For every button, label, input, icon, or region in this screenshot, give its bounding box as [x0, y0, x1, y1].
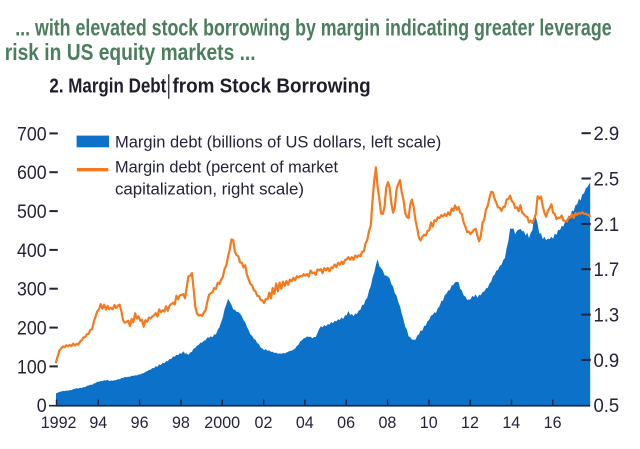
svg-text:14: 14 [502, 413, 520, 432]
svg-text:16: 16 [544, 413, 562, 432]
svg-text:2.5: 2.5 [594, 168, 620, 190]
svg-text:... with elevated stock borrow: ... with elevated stock borrowing by mar… [15, 15, 611, 41]
svg-text:0: 0 [37, 395, 47, 417]
svg-text:500: 500 [17, 201, 47, 223]
svg-text:700: 700 [17, 123, 47, 145]
svg-text:600: 600 [17, 162, 47, 184]
svg-text:02: 02 [255, 413, 273, 432]
svg-text:06: 06 [337, 413, 355, 432]
svg-text:0.9: 0.9 [594, 350, 620, 372]
svg-text:2000: 2000 [204, 413, 240, 432]
svg-text:100: 100 [17, 356, 47, 378]
svg-text:Margin debt (percent of market: Margin debt (percent of market [115, 159, 338, 177]
svg-text:1992: 1992 [41, 413, 77, 432]
svg-text:Margin debt (billions of US do: Margin debt (billions of US dollars, lef… [115, 133, 441, 151]
svg-text:0.5: 0.5 [594, 395, 620, 417]
svg-text:94: 94 [89, 413, 107, 432]
svg-text:2.1: 2.1 [594, 214, 620, 236]
svg-text:capitalization, right scale): capitalization, right scale) [115, 180, 304, 198]
svg-text:08: 08 [378, 413, 396, 432]
svg-text:from Stock Borrowing: from Stock Borrowing [173, 74, 371, 97]
svg-text:12: 12 [461, 413, 479, 432]
svg-text:200: 200 [17, 318, 47, 340]
svg-text:1.3: 1.3 [594, 305, 620, 327]
svg-text:1.7: 1.7 [594, 259, 620, 281]
svg-text:risk in US equity markets ...: risk in US equity markets ... [5, 39, 256, 65]
svg-text:98: 98 [172, 413, 190, 432]
svg-text:04: 04 [296, 413, 314, 432]
svg-text:10: 10 [420, 413, 438, 432]
svg-text:96: 96 [131, 413, 149, 432]
svg-text:2. Margin Debt: 2. Margin Debt [49, 74, 166, 97]
svg-text:2.9: 2.9 [594, 123, 620, 145]
svg-text:400: 400 [17, 240, 47, 262]
svg-text:300: 300 [17, 279, 47, 301]
